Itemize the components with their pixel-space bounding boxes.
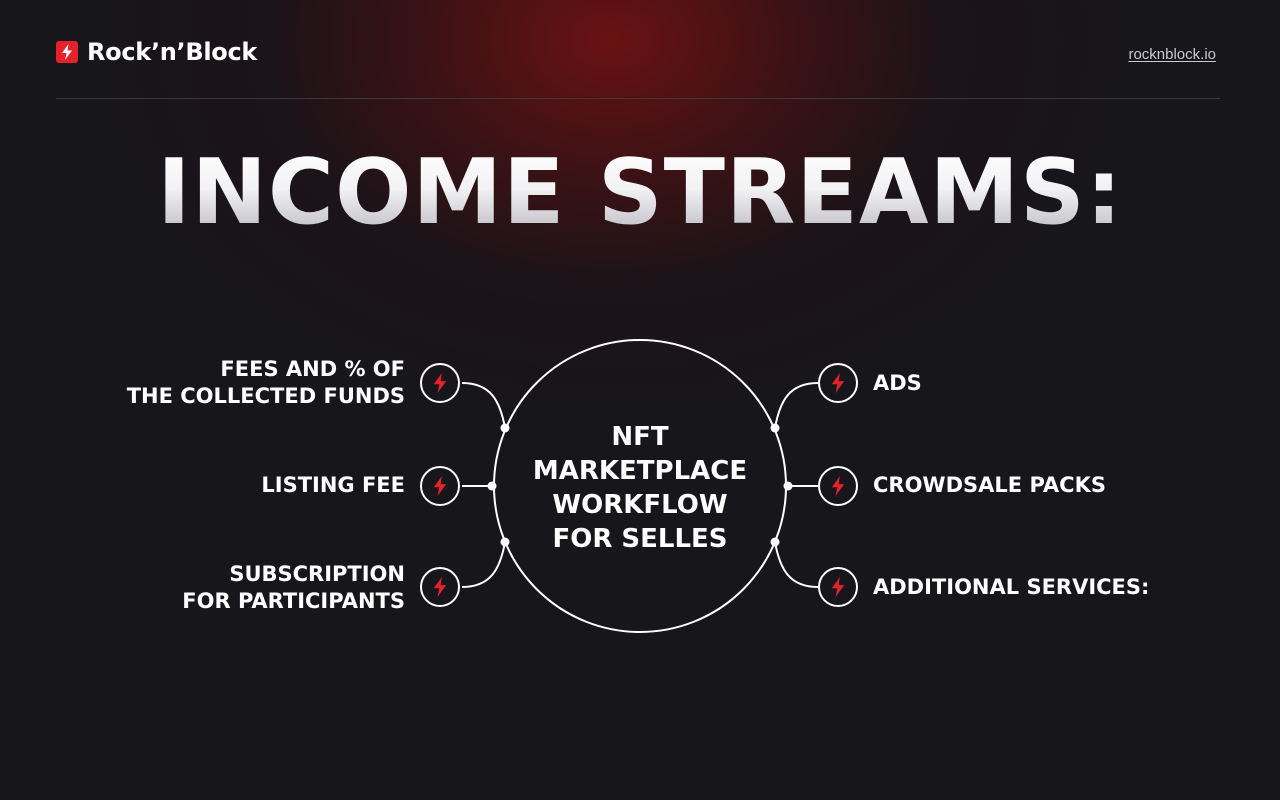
income-item-line: ADS xyxy=(873,371,922,395)
junction-dot xyxy=(487,481,497,491)
center-line: NFT xyxy=(611,422,669,452)
income-item-line: CROWDSALE PACKS xyxy=(873,473,1106,497)
junction-dot xyxy=(770,423,780,433)
lightning-bolt-icon xyxy=(818,567,858,607)
lightning-bolt-icon xyxy=(420,363,460,403)
brand-name: Rock’n’Block xyxy=(87,38,258,66)
lightning-bolt-icon xyxy=(420,466,460,506)
income-item-line: FOR PARTICIPANTS xyxy=(182,589,405,613)
income-item-line: SUBSCRIPTION xyxy=(229,562,405,586)
website-link[interactable]: rocknblock.io xyxy=(1128,46,1216,63)
center-line: WORKFLOW xyxy=(552,490,728,520)
center-line: FOR SELLES xyxy=(552,524,728,554)
connector-left-1 xyxy=(461,382,506,429)
income-item-fees: FEES AND % OF THE COLLECTED FUNDS xyxy=(127,356,405,410)
income-item-additional-services: ADDITIONAL SERVICES: xyxy=(873,574,1149,601)
center-line: MARKETPLACE xyxy=(532,456,748,486)
junction-dot xyxy=(500,423,510,433)
income-item-crowdsale-packs: CROWDSALE PACKS xyxy=(873,472,1106,499)
brand-logo[interactable]: Rock’n’Block xyxy=(56,38,257,66)
income-item-line: THE COLLECTED FUNDS xyxy=(126,384,405,408)
header-divider xyxy=(56,98,1220,99)
connector-right-1 xyxy=(774,382,819,429)
junction-dot xyxy=(770,537,780,547)
income-item-listing-fee: LISTING FEE xyxy=(261,472,405,499)
junction-dot xyxy=(783,481,793,491)
center-node-label: NFT MARKETPLACE WORKFLOW FOR SELLES xyxy=(510,420,770,556)
junction-dot xyxy=(500,537,510,547)
lightning-bolt-icon xyxy=(56,41,78,63)
income-item-line: LISTING FEE xyxy=(261,473,405,497)
income-item-subscription: SUBSCRIPTION FOR PARTICIPANTS xyxy=(182,561,405,615)
income-item-line: FEES AND % OF xyxy=(220,357,405,381)
income-item-ads: ADS xyxy=(873,370,922,397)
lightning-bolt-icon xyxy=(420,567,460,607)
income-item-line: ADDITIONAL SERVICES: xyxy=(873,575,1150,599)
lightning-bolt-icon xyxy=(818,466,858,506)
lightning-bolt-icon xyxy=(818,363,858,403)
page-title: INCOME STREAMS: xyxy=(0,148,1280,238)
connector-left-3 xyxy=(461,541,506,588)
connector-right-3 xyxy=(774,541,819,588)
